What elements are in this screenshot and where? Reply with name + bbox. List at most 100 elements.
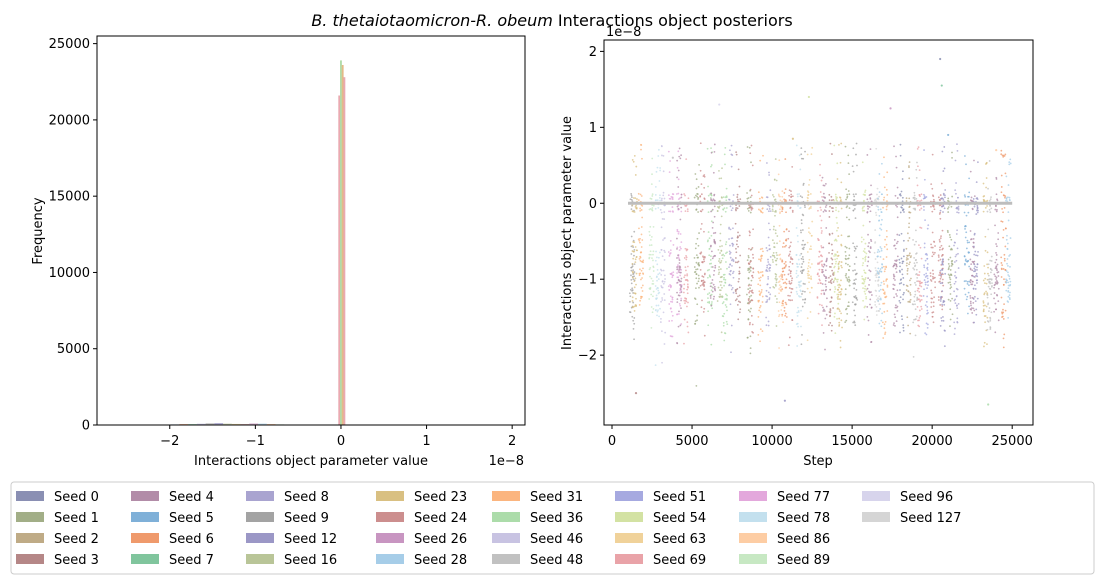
scatter-point — [988, 310, 990, 313]
scatter-point — [707, 239, 709, 242]
scatter-point — [809, 311, 812, 313]
scatter-point — [676, 313, 678, 316]
scatter-point — [749, 152, 752, 155]
scatter-point — [788, 265, 791, 268]
scatter-point — [802, 258, 805, 261]
scatter-point — [631, 250, 634, 252]
scatter-point — [1008, 199, 1011, 202]
scatter-point — [798, 284, 801, 287]
scatter-point — [781, 260, 784, 263]
scatter-point — [964, 263, 966, 266]
scatter-point — [679, 304, 682, 307]
scatter-point — [776, 235, 779, 237]
scatter-point — [840, 264, 843, 267]
scatter-point — [894, 304, 897, 307]
scatter-point — [717, 206, 720, 209]
scatter-point — [829, 322, 832, 324]
scatter-point — [915, 252, 918, 255]
scatter-point — [778, 159, 781, 162]
scatter-point — [679, 157, 682, 160]
scatter-point — [855, 256, 858, 259]
scatter-point — [729, 303, 732, 306]
scatter-point — [987, 228, 990, 231]
scatter-point — [829, 288, 832, 291]
scatter-point — [677, 254, 679, 257]
scatter-point — [882, 198, 885, 201]
scatter-point — [892, 287, 895, 290]
scatter-point — [905, 257, 908, 259]
scatter-point — [773, 178, 776, 181]
scatter-point — [719, 245, 721, 248]
scatter-point — [924, 219, 926, 222]
scatter-point — [880, 270, 883, 273]
scatter-point — [684, 194, 686, 197]
scatter-point — [747, 277, 750, 279]
scatter-point — [710, 293, 713, 296]
scatter-point — [864, 278, 867, 281]
scatter-point — [895, 293, 898, 295]
scatter-point — [949, 318, 952, 321]
scatter-point — [777, 193, 780, 196]
scatter-point — [796, 345, 799, 347]
scatter-point — [937, 254, 940, 257]
scatter-point — [1005, 270, 1008, 272]
scatter-point — [923, 246, 926, 249]
scatter-point — [1009, 265, 1011, 268]
scatter-point — [768, 171, 770, 174]
scatter-point — [677, 198, 680, 201]
scatter-point — [820, 179, 823, 182]
scatter-point — [880, 223, 883, 226]
scatter-point — [820, 292, 823, 295]
scatter-point — [657, 289, 660, 292]
scatter-point — [726, 323, 729, 326]
scatter-point — [728, 227, 730, 230]
scatter-point — [993, 286, 995, 289]
scatter-point — [917, 146, 920, 149]
scatter-point — [886, 285, 889, 288]
scatter-point — [1002, 283, 1005, 286]
scatter-point — [930, 301, 933, 304]
scatter-point — [788, 189, 791, 192]
scatter-point — [1000, 174, 1003, 177]
scatter-point — [844, 250, 847, 253]
scatter-point — [995, 278, 997, 280]
scatter-point — [941, 282, 944, 284]
scatter-outlier-point — [634, 392, 638, 395]
scatter-point — [696, 319, 698, 322]
scatter-point — [866, 205, 869, 208]
scatter-point — [785, 211, 787, 214]
scatter-point — [796, 195, 799, 198]
scatter-point — [724, 163, 726, 166]
scatter-point — [750, 194, 753, 197]
scatter-point — [989, 211, 992, 214]
scatter-point — [995, 258, 998, 261]
scatter-point — [1008, 161, 1011, 164]
scatter-point — [881, 321, 884, 324]
legend-swatch — [376, 533, 404, 543]
scatter-point — [853, 199, 856, 202]
scatter-point — [663, 218, 666, 220]
scatter-point — [870, 184, 872, 187]
scatter-point — [865, 252, 868, 255]
scatter-point — [1000, 262, 1003, 264]
scatter-point — [929, 275, 932, 277]
scatter-point — [914, 207, 916, 210]
scatter-point — [732, 270, 735, 273]
scatter-point — [768, 244, 771, 247]
scatter-point — [766, 249, 769, 252]
scatter-point — [671, 210, 674, 213]
scatter-point — [719, 261, 721, 264]
scatter-point — [954, 189, 957, 192]
scatter-point — [906, 232, 909, 235]
scatter-point — [746, 259, 749, 262]
scatter-point — [761, 270, 764, 273]
scatter-point — [671, 301, 674, 303]
scatter-point — [752, 267, 755, 270]
scatter-point — [652, 270, 655, 272]
scatter-point — [920, 298, 923, 301]
scatter-point — [771, 254, 774, 257]
scatter-point — [976, 269, 978, 271]
scatter-point — [747, 254, 750, 257]
scatter-point — [720, 331, 723, 334]
scatter-point — [910, 255, 912, 257]
